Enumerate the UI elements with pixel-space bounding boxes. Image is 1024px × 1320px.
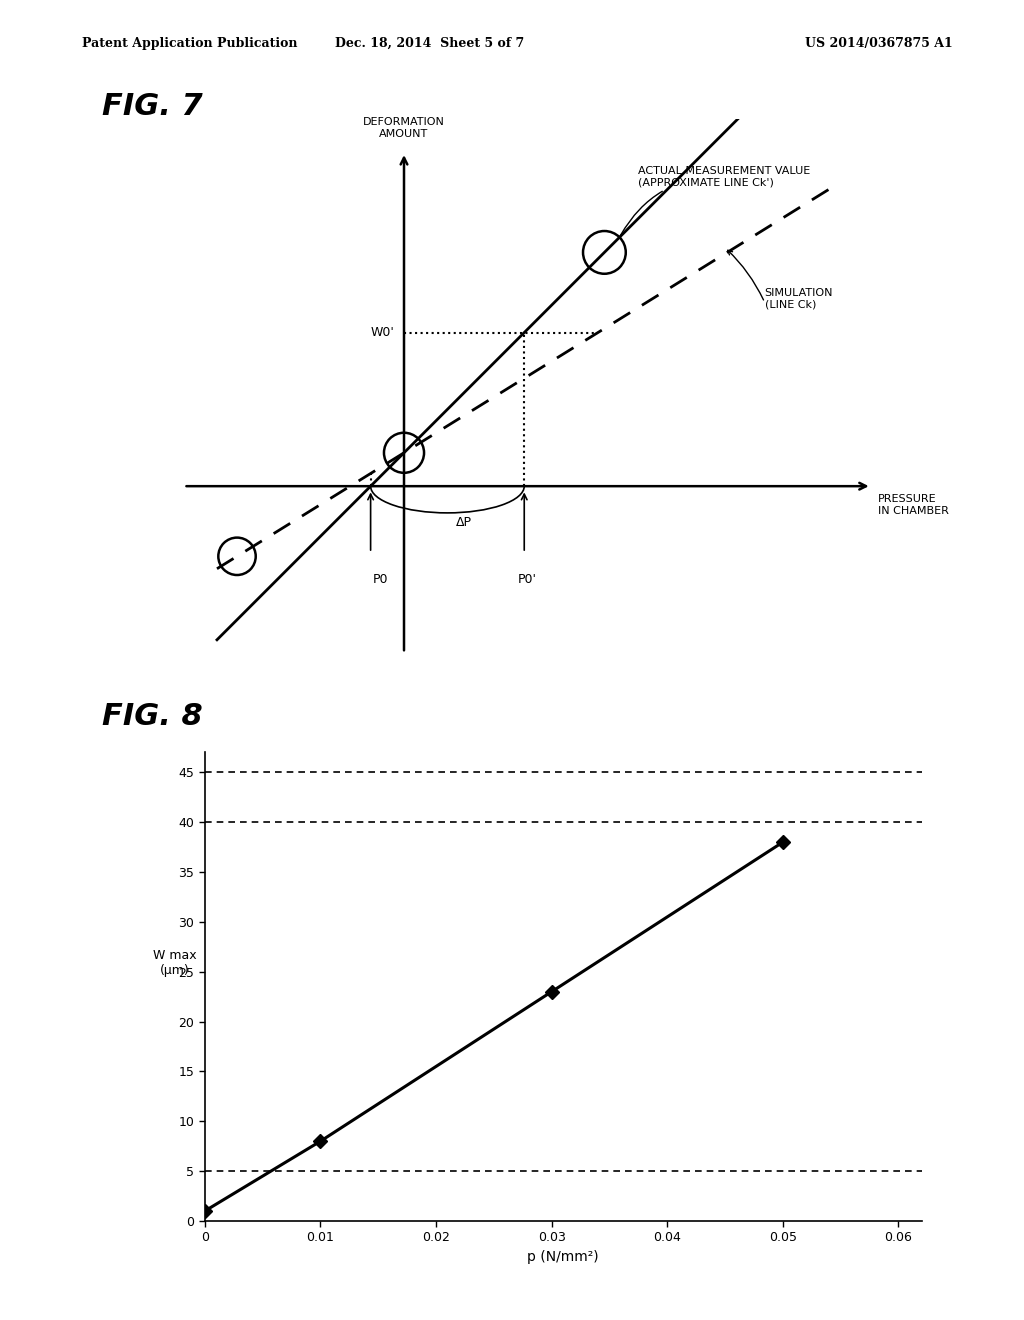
Text: FIG. 7: FIG. 7 xyxy=(102,92,203,121)
Text: P0: P0 xyxy=(373,573,388,586)
Text: W max
(μm): W max (μm) xyxy=(153,949,197,977)
Text: Dec. 18, 2014  Sheet 5 of 7: Dec. 18, 2014 Sheet 5 of 7 xyxy=(336,37,524,50)
Text: DEFORMATION
AMOUNT: DEFORMATION AMOUNT xyxy=(364,117,445,139)
Text: ACTUAL MEASUREMENT VALUE
(APPROXIMATE LINE Ck'): ACTUAL MEASUREMENT VALUE (APPROXIMATE LI… xyxy=(621,165,810,235)
X-axis label: p (N/mm²): p (N/mm²) xyxy=(527,1250,599,1265)
Text: PRESSURE
IN CHAMBER: PRESSURE IN CHAMBER xyxy=(879,494,949,516)
Text: US 2014/0367875 A1: US 2014/0367875 A1 xyxy=(805,37,952,50)
Text: FIG. 8: FIG. 8 xyxy=(102,702,203,731)
Text: W0': W0' xyxy=(370,326,394,339)
Text: P0': P0' xyxy=(518,573,537,586)
Text: Patent Application Publication: Patent Application Publication xyxy=(82,37,297,50)
Text: ΔP: ΔP xyxy=(456,516,472,529)
Text: SIMULATION
(LINE Ck): SIMULATION (LINE Ck) xyxy=(765,288,834,310)
